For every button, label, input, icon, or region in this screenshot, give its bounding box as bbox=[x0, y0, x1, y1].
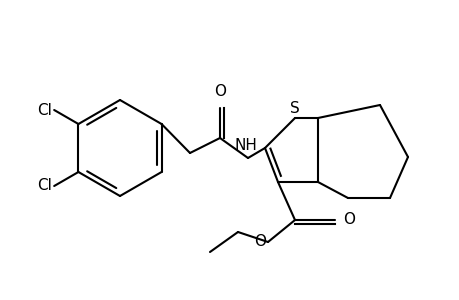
Text: O: O bbox=[342, 212, 354, 227]
Text: O: O bbox=[213, 84, 225, 99]
Text: S: S bbox=[290, 101, 299, 116]
Text: O: O bbox=[253, 235, 265, 250]
Text: Cl: Cl bbox=[37, 178, 52, 194]
Text: Cl: Cl bbox=[37, 103, 52, 118]
Text: NH: NH bbox=[234, 138, 257, 153]
